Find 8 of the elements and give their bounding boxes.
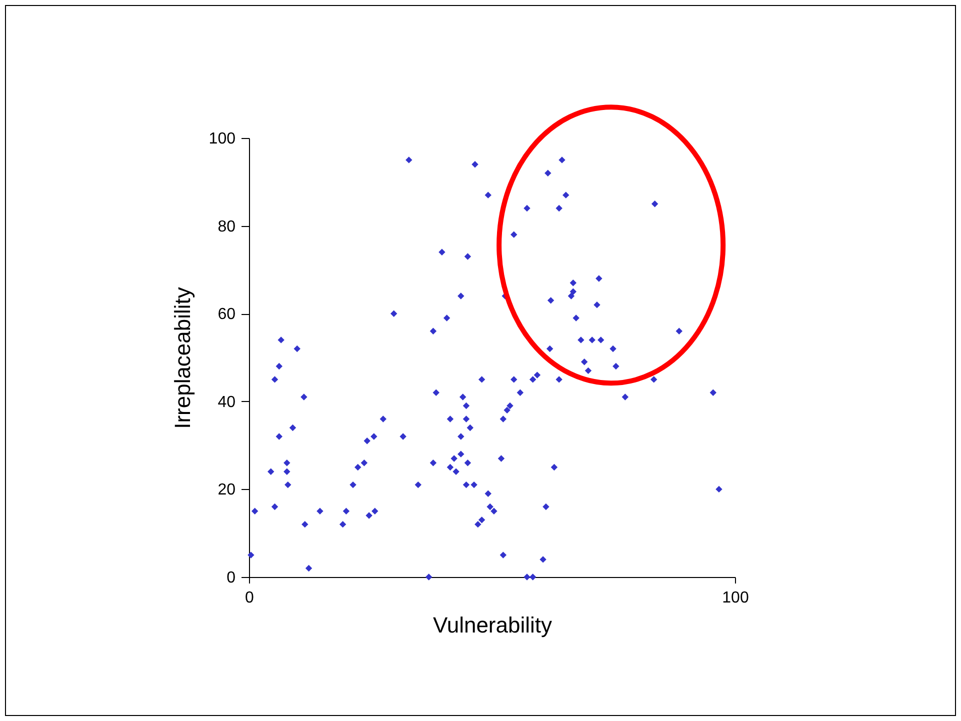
y-tick-label: 100 — [208, 130, 236, 148]
y-tick-label: 20 — [218, 482, 236, 499]
y-tick-label: 60 — [218, 306, 236, 324]
y-tick-label: 0 — [226, 570, 236, 586]
y-tick-label: 80 — [218, 218, 236, 236]
x-axis-title: Vulnerability — [432, 612, 552, 638]
y-axis-title: Irreplaceability — [170, 287, 195, 429]
y-tick-label: 40 — [218, 394, 236, 411]
